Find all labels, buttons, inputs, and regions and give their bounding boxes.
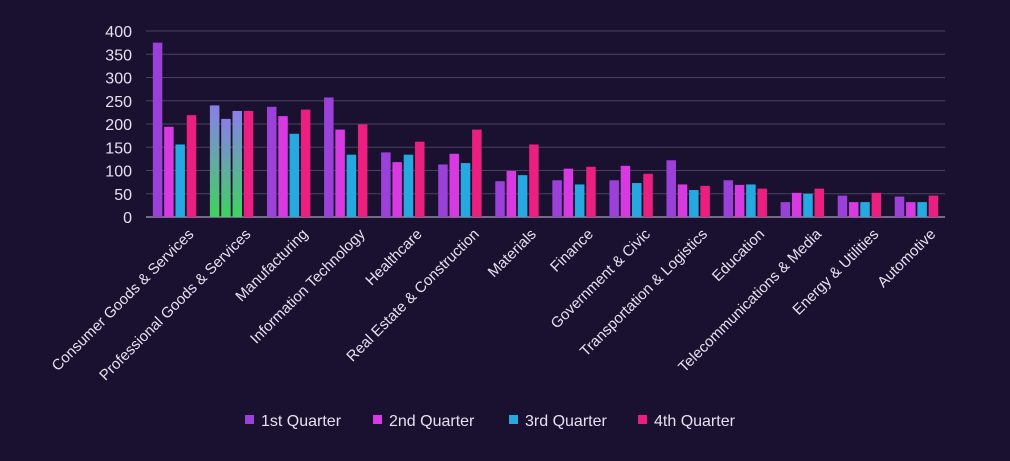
legend-swatch <box>245 415 254 424</box>
x-tick-label: Materials <box>485 226 540 281</box>
y-tick-label: 0 <box>123 210 132 227</box>
bar <box>620 165 631 217</box>
legend-label: 3rd Quarter <box>525 413 607 430</box>
bar <box>791 192 802 217</box>
bar <box>517 175 528 217</box>
bar <box>438 164 448 217</box>
bar <box>563 168 574 217</box>
bar <box>449 153 459 217</box>
bar <box>289 133 300 217</box>
y-tick-label: 100 <box>105 164 132 181</box>
legend: 1st Quarter 2nd Quarter 3rd Quarter 4th Qua… <box>245 413 736 430</box>
bar <box>266 106 277 217</box>
y-tick-label: 400 <box>105 24 132 41</box>
bars <box>152 42 939 217</box>
bar <box>552 180 562 217</box>
legend-label: 4th Quarter <box>654 413 736 430</box>
legend-swatch <box>509 415 518 424</box>
y-tick-label: 350 <box>105 47 132 64</box>
bar <box>734 184 745 217</box>
legend-swatch <box>373 415 382 424</box>
bar <box>814 188 825 217</box>
x-tick-label: Information Technology <box>247 225 369 347</box>
bar <box>757 188 767 217</box>
bar <box>324 97 334 217</box>
bar <box>871 192 882 217</box>
y-tick-label: 50 <box>114 187 132 204</box>
bar <box>175 144 185 217</box>
bar <box>586 166 596 217</box>
bar <box>243 110 254 217</box>
bar <box>677 184 688 217</box>
legend-label: 2nd Quarter <box>389 413 475 430</box>
bar <box>357 124 368 217</box>
y-tick-label: 250 <box>105 94 132 111</box>
gridlines <box>146 30 945 218</box>
bar <box>803 193 813 217</box>
bar <box>232 110 243 217</box>
bar <box>300 109 311 217</box>
bar <box>609 180 619 217</box>
bar <box>860 202 870 217</box>
bar <box>632 183 642 217</box>
bar <box>837 195 848 217</box>
legend-swatch <box>638 415 647 424</box>
bar <box>415 141 425 217</box>
bar <box>848 202 859 217</box>
bar <box>643 173 653 217</box>
bar <box>574 184 585 217</box>
y-tick-label: 300 <box>105 71 132 88</box>
bar <box>335 129 345 217</box>
bar <box>164 126 174 217</box>
bar <box>221 118 231 217</box>
bar <box>780 202 791 217</box>
y-tick-label: 200 <box>105 117 132 134</box>
bar <box>529 144 539 217</box>
x-tick-label: Education <box>709 226 768 285</box>
legend-label: 1st Quarter <box>261 413 342 430</box>
bar <box>472 129 482 217</box>
bar <box>152 42 163 217</box>
y-tick-label: 150 <box>105 140 132 157</box>
bar <box>666 160 676 217</box>
bar <box>723 180 734 217</box>
bar <box>906 202 916 217</box>
x-tick-label: Automotive <box>874 226 939 291</box>
bar <box>495 181 505 217</box>
bar <box>928 195 939 217</box>
bar <box>392 162 402 217</box>
bar <box>403 154 414 217</box>
x-tick-label: Finance <box>547 226 597 276</box>
bar <box>689 190 699 217</box>
bar <box>917 202 927 217</box>
bar <box>700 185 710 217</box>
x-tick-label: Government & Civic <box>548 225 655 332</box>
bar <box>506 170 517 217</box>
bar <box>209 105 220 217</box>
bar <box>894 196 905 217</box>
bar <box>746 184 756 217</box>
bar <box>278 116 288 217</box>
y-axis-ticks: 0 50 100 150 200 250 300 350 400 <box>105 24 132 227</box>
bar <box>186 115 197 217</box>
bar <box>460 163 471 217</box>
bar <box>346 154 357 217</box>
bar <box>381 152 391 217</box>
